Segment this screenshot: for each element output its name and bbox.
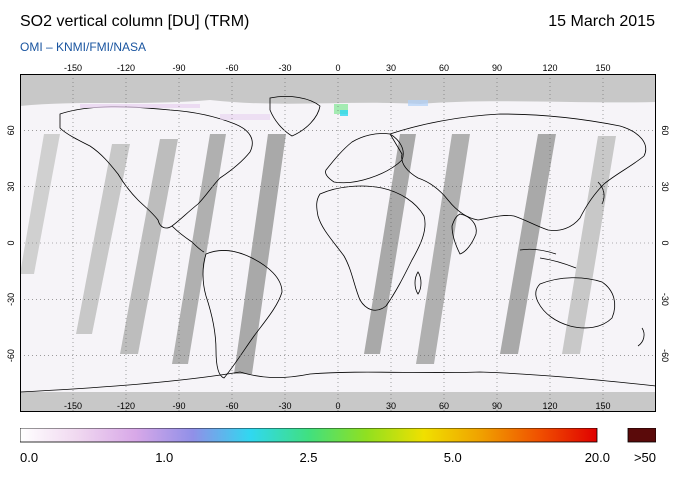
lat-tick-label-left: -30	[6, 293, 16, 306]
colorbar-label: >50	[634, 450, 656, 465]
lon-ticks-bottom: -150 -120 -90 -60 -30 0 30 60 90 120 150	[64, 401, 611, 411]
lon-tick-label-bottom: 90	[492, 401, 502, 411]
lat-ticks-left: 60 30 0 -30 -60	[6, 125, 16, 362]
colorbar-label: 5.0	[444, 450, 462, 465]
map-title: SO2 vertical column [DU] (TRM)	[20, 13, 250, 30]
lon-tick-label-bottom: -120	[117, 401, 135, 411]
lon-tick-label-bottom: -60	[225, 401, 238, 411]
new-zealand	[637, 327, 645, 347]
map-frame	[20, 74, 656, 412]
lon-tick-label-bottom: 150	[595, 401, 610, 411]
colorbar-label: 0.0	[20, 450, 38, 465]
lon-ticks-top: -150 -120 -90 -60 -30 0 30 60 90 120 150	[64, 63, 611, 73]
colorbar-label: 1.0	[155, 450, 173, 465]
lon-tick-label-bottom: 0	[335, 401, 340, 411]
lat-ticks-right: 60 30 0 -30 -60	[660, 125, 670, 362]
colorbar-labels: 0.0 1.0 2.5 5.0 20.0 >50	[20, 450, 656, 465]
lon-tick-label-bottom: -150	[64, 401, 82, 411]
colorbar-gradient	[19, 427, 598, 443]
lon-tick-label-top: 150	[595, 63, 610, 73]
lat-tick-label-left: 60	[6, 125, 16, 135]
madagascar	[414, 271, 422, 295]
lat-tick-label-left: 30	[6, 182, 16, 192]
data-credit: OMI – KNMI/FMI/NASA	[20, 40, 147, 54]
colorbar-svg: 0.0 1.0 2.5 5.0 20.0 >50	[19, 427, 657, 465]
coastlines	[20, 96, 656, 393]
central-america	[171, 225, 205, 253]
lat-tick-label-right: -30	[660, 293, 670, 306]
australia	[535, 277, 616, 329]
lon-tick-label-top: 90	[492, 63, 502, 73]
lon-tick-label-bottom: 120	[542, 401, 557, 411]
africa	[316, 185, 426, 311]
lon-tick-label-top: -60	[225, 63, 238, 73]
greenland	[269, 96, 321, 137]
lon-tick-label-bottom: 60	[439, 401, 449, 411]
so2-hotspots	[80, 100, 428, 120]
lat-tick-label-left: -60	[6, 349, 16, 362]
lon-tick-label-top: -150	[64, 63, 82, 73]
map-date: 15 March 2015	[548, 13, 655, 30]
lat-tick-label-right: 60	[660, 125, 670, 135]
lon-tick-label-top: 30	[386, 63, 396, 73]
lat-tick-label-right: -60	[660, 349, 670, 362]
lon-tick-label-bottom: -30	[278, 401, 291, 411]
india	[451, 213, 477, 255]
indonesia	[519, 248, 577, 269]
south-america	[202, 250, 283, 379]
world-map: -150 -120 -90 -60 -30 0 30 60 90 120 150 -150 -120-…	[6, 63, 670, 412]
lon-tick-label-top: -30	[278, 63, 291, 73]
asia	[389, 113, 646, 231]
gridlines	[20, 74, 656, 412]
lon-tick-label-top: 120	[542, 63, 557, 73]
colorbar: 0.0 1.0 2.5 5.0 20.0 >50	[19, 427, 657, 468]
antarctica	[20, 371, 656, 393]
lat-tick-label-right: 0	[660, 240, 670, 245]
lon-tick-label-top: -90	[172, 63, 185, 73]
colorbar-label: 2.5	[299, 450, 317, 465]
lon-tick-label-bottom: 30	[386, 401, 396, 411]
lon-tick-label-top: 60	[439, 63, 449, 73]
lat-tick-label-left: 0	[6, 240, 16, 245]
colorbar-label: 20.0	[585, 450, 610, 465]
japan	[597, 181, 605, 205]
lon-tick-label-top: 0	[335, 63, 340, 73]
lon-tick-label-top: -120	[117, 63, 135, 73]
colorbar-overflow	[627, 427, 657, 443]
lon-tick-label-bottom: -90	[172, 401, 185, 411]
map-svg: -150 -120 -90 -60 -30 0 30 60 90 120 150 -150 -120-…	[6, 63, 670, 412]
north-america	[59, 106, 253, 229]
lat-tick-label-right: 30	[660, 182, 670, 192]
